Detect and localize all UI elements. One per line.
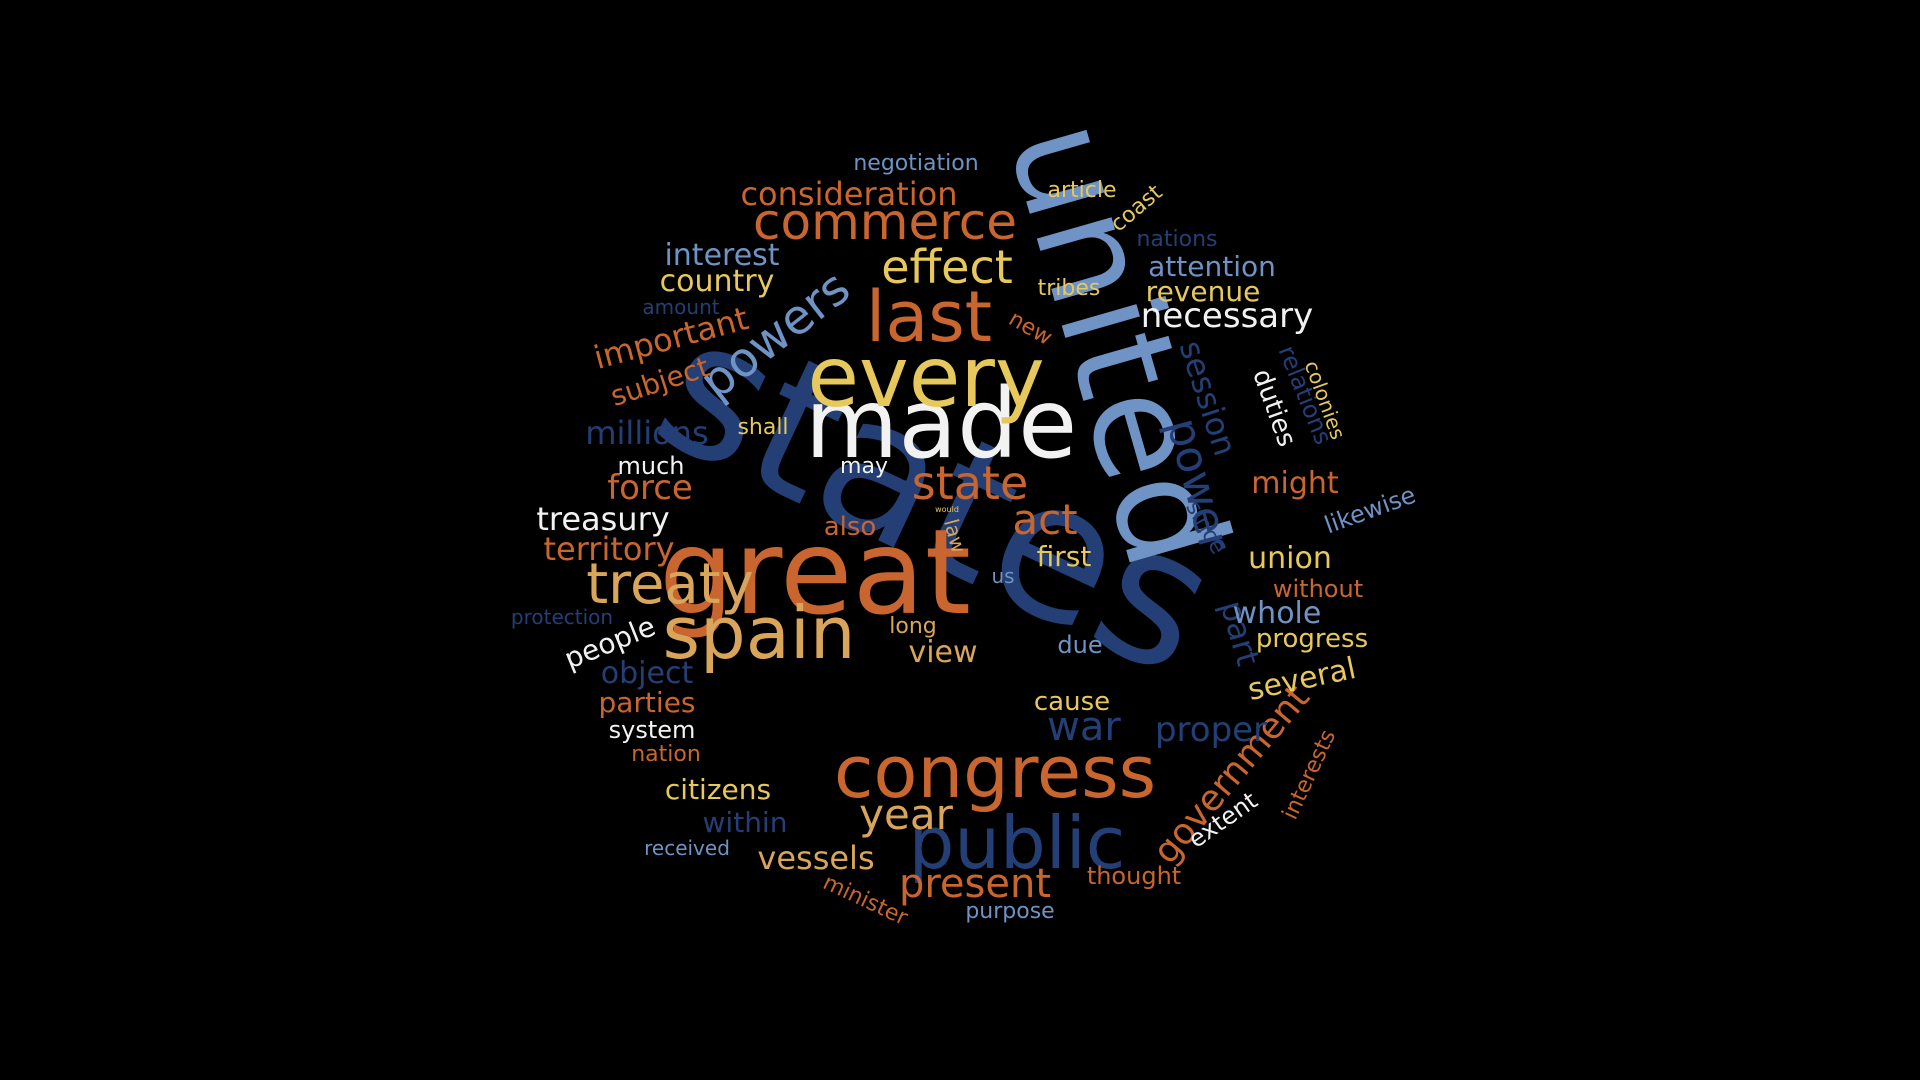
cloud-word-last: last (865, 276, 993, 358)
cloud-word-government: government (1145, 677, 1318, 872)
cloud-word-also: also (823, 512, 877, 542)
cloud-word-much: much (617, 452, 685, 480)
cloud-word-attention: attention (1148, 250, 1276, 283)
cloud-word-view: view (908, 635, 978, 670)
cloud-word-every: every (807, 328, 1045, 426)
cloud-word-proper: proper (1154, 710, 1268, 750)
cloud-word-territory: territory (543, 530, 675, 568)
cloud-word-parties: parties (598, 686, 696, 719)
cloud-word-consideration: consideration (740, 175, 958, 213)
cloud-word-without: without (1272, 575, 1364, 603)
cloud-word-commerce: commerce (753, 193, 1017, 251)
cloud-word-force: force (607, 468, 693, 508)
cloud-word-article: article (1047, 178, 1117, 203)
cloud-word-shall: shall (737, 415, 789, 440)
cloud-word-congress: congress (833, 730, 1157, 814)
cloud-word-revenue: revenue (1145, 275, 1261, 308)
cloud-word-treasury: treasury (536, 500, 670, 538)
cloud-word-long: long (889, 614, 937, 639)
cloud-word-received: received (644, 836, 730, 860)
cloud-word-interests: interests (1277, 726, 1342, 824)
cloud-word-public: public (908, 801, 1126, 885)
cloud-word-within: within (702, 806, 788, 839)
cloud-word-whole: whole (1232, 596, 1322, 631)
cloud-word-war: war (1047, 704, 1121, 750)
cloud-word-vessels: vessels (757, 839, 875, 877)
cloud-word-system: system (608, 716, 696, 744)
cloud-word-millions: millions (585, 414, 709, 452)
cloud-word-state: state (911, 456, 1029, 510)
cloud-word-nation: nation (631, 742, 701, 767)
cloud-word-necessary: necessary (1140, 296, 1314, 336)
cloud-word-cause: cause (1033, 687, 1111, 717)
cloud-word-protection: protection (510, 605, 614, 629)
cloud-word-great: great (659, 503, 971, 641)
cloud-word-would: would (935, 505, 959, 514)
cloud-word-us: us (991, 564, 1015, 588)
cloud-word-union: union (1248, 541, 1332, 576)
cloud-word-act: act (1012, 495, 1078, 544)
cloud-word-spain: spain (662, 591, 856, 675)
cloud-word-country: country (659, 264, 775, 299)
cloud-word-negotiation: negotiation (853, 151, 979, 176)
cloud-word-might: might (1251, 466, 1339, 501)
cloud-word-effect: effect (881, 240, 1013, 294)
cloud-word-progress: progress (1255, 624, 1369, 654)
cloud-word-first: first (1036, 540, 1092, 573)
cloud-word-made: made (804, 368, 1078, 480)
cloud-word-nations: nations (1136, 227, 1218, 252)
cloud-word-due: due (1057, 631, 1103, 659)
cloud-word-treaty: treaty (586, 552, 754, 617)
cloud-word-minister: minister (819, 870, 912, 931)
cloud-word-tribes: tribes (1037, 276, 1101, 301)
cloud-word-purpose: purpose (965, 899, 1055, 924)
cloud-word-interest: interest (664, 238, 780, 273)
cloud-word-object: object (600, 656, 694, 691)
cloud-word-thought: thought (1086, 862, 1182, 890)
cloud-word-may: may (840, 454, 888, 479)
cloud-word-present: present (898, 861, 1052, 907)
cloud-word-amount: amount (642, 295, 720, 319)
cloud-word-citizens: citizens (664, 773, 772, 806)
cloud-word-year: year (859, 790, 953, 839)
